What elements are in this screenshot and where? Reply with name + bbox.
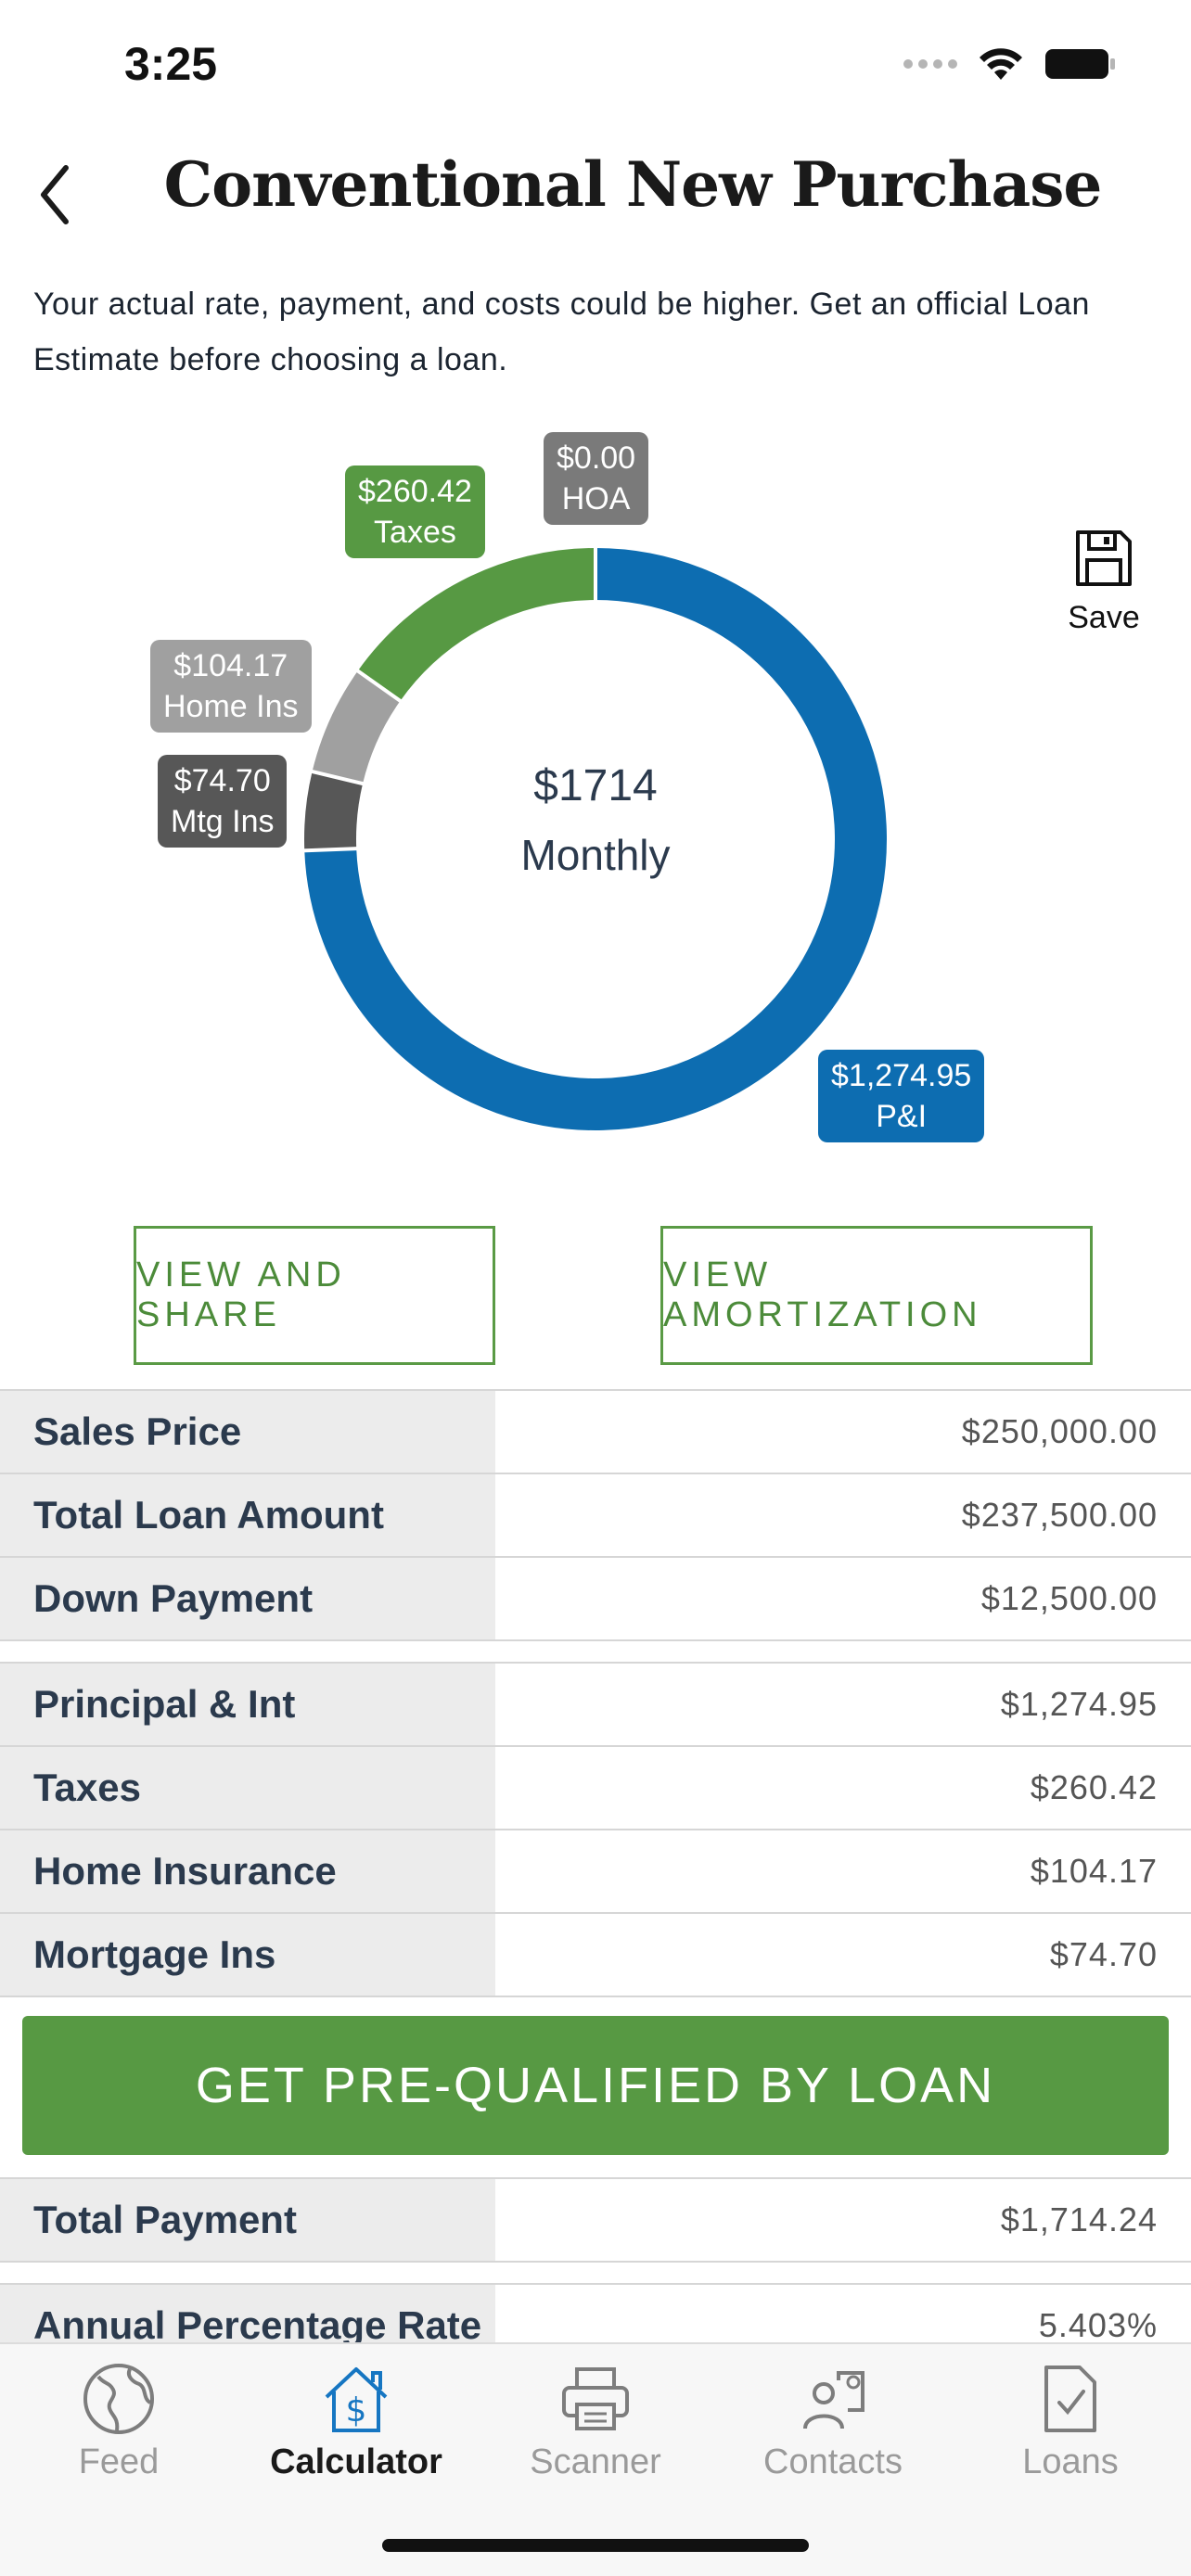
donut-segment-p-i xyxy=(304,548,887,1130)
view-and-share-button[interactable]: VIEW AND SHARE xyxy=(134,1226,495,1365)
tab-bar: Feed $ Calculator Scanner xyxy=(0,2342,1191,2576)
tab-scanner[interactable]: Scanner xyxy=(493,2357,698,2482)
table-row: Home Insurance $104.17 xyxy=(0,1830,1191,1914)
donut-segment-home-ins xyxy=(312,670,401,784)
hoa-amount: $0.00 xyxy=(557,440,636,476)
pi-amount: $1,274.95 xyxy=(831,1058,972,1093)
floppy-disk-icon xyxy=(1076,530,1132,586)
row-value: $1,714.24 xyxy=(495,2179,1191,2261)
loan-summary-table: Sales Price $250,000.00 Total Loan Amoun… xyxy=(0,1389,1191,1641)
tab-contacts[interactable]: Contacts xyxy=(731,2357,935,2482)
row-value[interactable]: $1,274.95 xyxy=(495,1664,1191,1745)
svg-text:$: $ xyxy=(346,2391,367,2429)
pi-name: P&I xyxy=(876,1099,928,1134)
chart-label-pi: $1,274.95 P&I xyxy=(818,1050,985,1142)
battery-icon xyxy=(1045,49,1115,79)
donut-chart xyxy=(302,546,887,1130)
globe-icon xyxy=(83,2364,154,2434)
row-label: Sales Price xyxy=(0,1391,495,1473)
row-value[interactable]: $260.42 xyxy=(495,1747,1191,1829)
row-value[interactable]: $250,000.00 xyxy=(495,1391,1191,1473)
row-value[interactable]: $104.17 xyxy=(495,1830,1191,1912)
table-row: Total Payment $1,714.24 xyxy=(0,2179,1191,2263)
chart-center-label: Monthly xyxy=(520,831,671,879)
table-row: Taxes $260.42 xyxy=(0,1747,1191,1830)
donut-segment-mtg-ins xyxy=(304,772,364,851)
home-ins-amount: $104.17 xyxy=(173,648,288,683)
page-title: Conventional New Purchase xyxy=(163,148,1103,221)
mtg-ins-name: Mtg Ins xyxy=(171,804,275,839)
document-check-icon xyxy=(1044,2366,1096,2432)
get-pre-qualified-button[interactable]: GET PRE-QUALIFIED BY LOAN xyxy=(22,2016,1169,2155)
chart-label-hoa: $0.00 HOA xyxy=(544,432,649,525)
tab-label: Scanner xyxy=(530,2442,661,2481)
row-label: Total Payment xyxy=(0,2179,495,2261)
row-value[interactable]: $12,500.00 xyxy=(495,1558,1191,1639)
row-value[interactable]: $74.70 xyxy=(495,1914,1191,1996)
disclaimer-text: Your actual rate, payment, and costs cou… xyxy=(33,287,1090,377)
donut-segment-taxes xyxy=(357,548,596,702)
payment-breakdown-chart: $0.00 HOA $260.42 Taxes $104.17 Home Ins… xyxy=(0,417,1191,1159)
chart-label-mtg-ins: $74.70 Mtg Ins xyxy=(158,755,288,848)
view-amortization-button[interactable]: VIEW AMORTIZATION xyxy=(660,1226,1093,1365)
home-ins-name: Home Ins xyxy=(163,689,299,724)
chart-label-taxes: $260.42 Taxes xyxy=(345,465,485,558)
table-row: Principal & Int $1,274.95 xyxy=(0,1664,1191,1747)
donut-separator xyxy=(310,769,365,786)
save-button[interactable]: Save xyxy=(1057,529,1150,636)
row-label: Principal & Int xyxy=(0,1664,495,1745)
status-time: 3:25 xyxy=(124,38,218,90)
mtg-ins-amount: $74.70 xyxy=(173,763,271,798)
house-dollar-icon: $ xyxy=(325,2367,388,2432)
back-button[interactable] xyxy=(22,158,87,232)
table-row: Total Loan Amount $237,500.00 xyxy=(0,1474,1191,1558)
taxes-amount: $260.42 xyxy=(358,474,472,509)
row-label: Mortgage Ins xyxy=(0,1914,495,1996)
signal-icon xyxy=(903,59,957,69)
donut-separator xyxy=(354,668,403,704)
row-label: Total Loan Amount xyxy=(0,1474,495,1556)
tab-label: Feed xyxy=(78,2442,160,2481)
chevron-left-icon xyxy=(41,165,69,224)
printer-icon xyxy=(562,2367,629,2430)
table-row: Sales Price $250,000.00 xyxy=(0,1391,1191,1474)
chart-label-home-ins: $104.17 Home Ins xyxy=(150,640,312,733)
chart-center-amount: $1714 xyxy=(533,761,658,810)
row-label: Taxes xyxy=(0,1747,495,1829)
hoa-name: HOA xyxy=(561,481,631,516)
table-row: Down Payment $12,500.00 xyxy=(0,1558,1191,1641)
status-bar: 3:25 xyxy=(0,0,1191,130)
status-icons xyxy=(903,46,1117,82)
payment-breakdown-table: Principal & Int $1,274.95 Taxes $260.42 … xyxy=(0,1662,1191,1997)
tab-label: Contacts xyxy=(763,2442,903,2481)
tab-feed[interactable]: Feed xyxy=(17,2357,221,2482)
table-row: Mortgage Ins $74.70 xyxy=(0,1914,1191,1997)
tab-loans[interactable]: Loans xyxy=(968,2357,1172,2482)
row-label: Home Insurance xyxy=(0,1830,495,1912)
row-label: Down Payment xyxy=(0,1558,495,1639)
nav-header: Conventional New Purchase xyxy=(0,130,1191,250)
row-value[interactable]: $237,500.00 xyxy=(495,1474,1191,1556)
tab-calculator[interactable]: $ Calculator xyxy=(254,2357,458,2482)
taxes-name: Taxes xyxy=(374,515,456,550)
tab-label: Calculator xyxy=(270,2442,442,2481)
home-indicator xyxy=(382,2539,809,2552)
tab-label: Loans xyxy=(1022,2442,1119,2481)
save-label: Save xyxy=(1068,600,1140,635)
total-payment-table: Total Payment $1,714.24 xyxy=(0,2177,1191,2263)
donut-separator xyxy=(302,847,359,853)
wifi-icon xyxy=(980,48,1022,80)
contacts-icon xyxy=(803,2371,864,2429)
